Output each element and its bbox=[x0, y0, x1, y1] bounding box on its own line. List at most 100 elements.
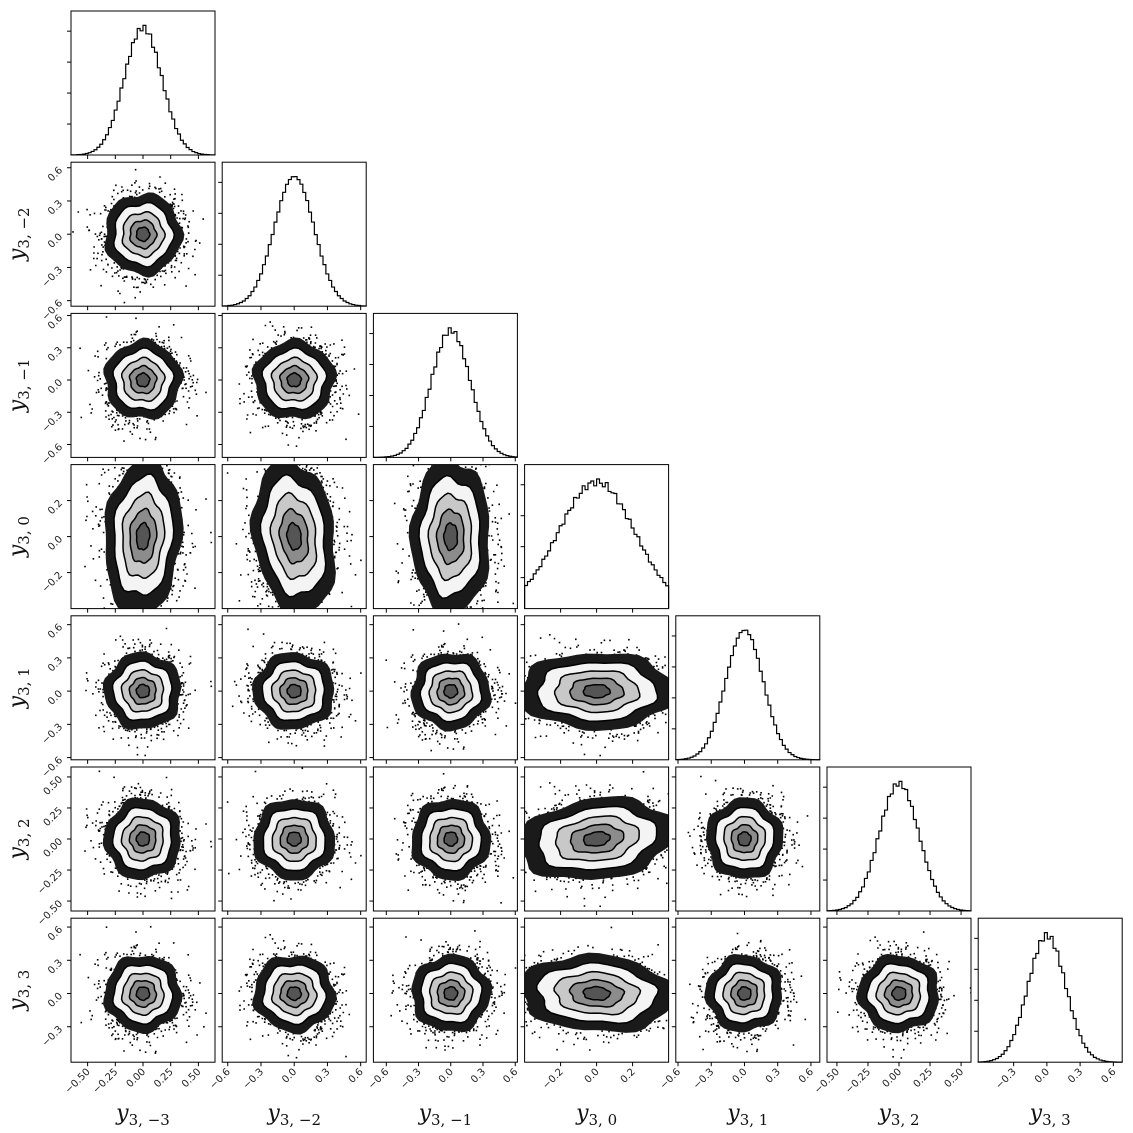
contour-level-4 bbox=[892, 987, 906, 1001]
x-tick-label: −0.25 bbox=[91, 1067, 120, 1096]
density-panel-1-0 bbox=[71, 162, 215, 316]
y-tick-label: −0.25 bbox=[36, 867, 65, 896]
y-tick-label: 0.6 bbox=[46, 924, 65, 943]
x-tick-label: 0.0 bbox=[280, 1067, 299, 1086]
x-tick-label: −0.6 bbox=[658, 1067, 683, 1092]
y-axis-label: y3, 3 bbox=[5, 970, 33, 1012]
y-axis-label: y3, 1 bbox=[5, 667, 33, 709]
x-tick-label: 0.0 bbox=[1033, 1067, 1052, 1086]
y-tick-label: −0.3 bbox=[40, 265, 65, 290]
x-tick-label: 0.6 bbox=[501, 1067, 520, 1086]
y-tick-label: −0.3 bbox=[40, 410, 65, 435]
y-tick-label: 0.0 bbox=[46, 232, 65, 251]
x-tick-label: −0.25 bbox=[844, 1067, 873, 1096]
x-tick-label: 0.0 bbox=[583, 1067, 602, 1086]
histogram-panel-1 bbox=[218, 162, 366, 306]
x-axis-label: y3, 1 bbox=[726, 1101, 768, 1129]
x-axis-label: y3, 3 bbox=[1029, 1101, 1071, 1129]
density-panel-6-4 bbox=[676, 918, 827, 1062]
x-tick-label: −0.3 bbox=[241, 1067, 266, 1092]
y-tick-label: 0.3 bbox=[46, 198, 65, 217]
y-tick-label: 0.6 bbox=[46, 165, 65, 184]
density-panel-4-2 bbox=[373, 616, 517, 760]
x-tick-label: 0.00 bbox=[881, 1067, 905, 1091]
y-axis-label: y3, 2 bbox=[5, 818, 33, 860]
x-tick-label: 0.3 bbox=[469, 1067, 488, 1086]
y-tick-label: 0.2 bbox=[46, 498, 65, 517]
y-tick-label: −0.3 bbox=[40, 722, 65, 747]
histogram-panel-4 bbox=[672, 616, 820, 760]
x-axis-6: −0.3 0.0 0.3 0.6 y3, 3 bbox=[994, 1062, 1119, 1129]
x-tick-label: 0.3 bbox=[314, 1067, 333, 1086]
contour-level-4 bbox=[287, 373, 302, 387]
y-axis-label: y3, −1 bbox=[5, 359, 33, 414]
y-tick-label: 0.6 bbox=[46, 622, 65, 641]
density-panel-4-1 bbox=[222, 613, 366, 760]
x-tick-label: −0.3 bbox=[691, 1067, 716, 1092]
y-tick-label: 0.25 bbox=[42, 805, 66, 829]
histogram-panel-5 bbox=[823, 767, 971, 911]
x-tick-label: −0.2 bbox=[541, 1067, 566, 1092]
x-tick-label: 0.25 bbox=[912, 1067, 936, 1091]
x-tick-label: −0.3 bbox=[399, 1067, 424, 1092]
y-tick-label: −0.3 bbox=[40, 1024, 65, 1049]
x-tick-label: 0.3 bbox=[764, 1067, 783, 1086]
density-panel-5-2 bbox=[373, 767, 535, 911]
x-tick-label: −0.6 bbox=[366, 1067, 391, 1092]
x-tick-label: −0.50 bbox=[813, 1067, 842, 1096]
density-panel-2-0 bbox=[71, 310, 215, 457]
x-tick-label: −0.6 bbox=[208, 1067, 233, 1092]
y-tick-label: −0.6 bbox=[40, 442, 65, 467]
panel-frame bbox=[676, 616, 820, 760]
x-tick-label: 0.0 bbox=[437, 1067, 456, 1086]
x-tick-label: 0.25 bbox=[152, 1067, 176, 1091]
x-axis-label: y3, −1 bbox=[418, 1101, 473, 1129]
x-tick-label: 0.2 bbox=[619, 1067, 638, 1086]
x-axis-1: −0.6 −0.3 0.0 0.3 0.6 y3, −2 bbox=[208, 1062, 366, 1129]
x-tick-label: −0.50 bbox=[63, 1067, 92, 1096]
y-tick-label: −0.2 bbox=[40, 570, 65, 595]
y-tick-label: 0.3 bbox=[46, 345, 65, 364]
histogram-panel-6 bbox=[974, 918, 1122, 1062]
density-panel-6-0 bbox=[71, 918, 215, 1062]
density-panel-6-2 bbox=[373, 911, 521, 1062]
x-tick-label: 0.50 bbox=[943, 1067, 967, 1091]
panel-frame bbox=[71, 11, 215, 155]
x-tick-label: 0.50 bbox=[180, 1067, 204, 1091]
x-tick-label: 0.3 bbox=[1066, 1067, 1085, 1086]
contour-level-4 bbox=[136, 987, 150, 1000]
x-axis-4: −0.6 −0.3 0.0 0.3 0.6 y3, 1 bbox=[658, 1062, 816, 1129]
panel-frame bbox=[827, 767, 971, 911]
x-axis-3: −0.2 0.0 0.2y3, 0 bbox=[541, 1062, 638, 1129]
y-tick-label: 0.3 bbox=[46, 655, 65, 674]
y-tick-label: 0.3 bbox=[46, 958, 65, 977]
y-tick-label: 0.0 bbox=[46, 534, 65, 553]
x-tick-label: 0.6 bbox=[347, 1067, 366, 1086]
histogram-panel-0 bbox=[67, 11, 215, 155]
y-axis-label: y3, −2 bbox=[5, 207, 33, 262]
y-tick-label: 0.00 bbox=[42, 836, 66, 860]
x-tick-label: −0.3 bbox=[994, 1067, 1019, 1092]
contour-level-4 bbox=[136, 227, 150, 242]
density-panel-5-0 bbox=[71, 759, 215, 911]
x-tick-label: 0.6 bbox=[797, 1067, 816, 1086]
panel-frame bbox=[222, 162, 366, 306]
x-axis-0: −0.50−0.25 0.00 0.25 0.50 y3, −3 bbox=[63, 1062, 203, 1129]
density-panel-6-5 bbox=[827, 918, 972, 1062]
x-tick-label: 0.6 bbox=[1099, 1067, 1118, 1086]
x-tick-label: 0.0 bbox=[731, 1067, 750, 1086]
density-panel-2-1 bbox=[222, 313, 381, 457]
x-axis-label: y3, 0 bbox=[575, 1101, 617, 1129]
density-panel-5-4 bbox=[676, 754, 820, 911]
panel-frame bbox=[978, 918, 1122, 1062]
y-tick-label: 0.0 bbox=[46, 991, 65, 1010]
histogram-panel-3 bbox=[521, 465, 669, 609]
x-axis-label: y3, −2 bbox=[266, 1101, 321, 1129]
contour-level-4 bbox=[738, 832, 751, 846]
x-axis-2: −0.6 −0.3 0.0 0.3 0.6 y3, −1 bbox=[366, 1062, 520, 1129]
density-panel-4-0 bbox=[71, 616, 215, 760]
density-panel-6-1 bbox=[222, 918, 381, 1062]
x-axis-label: y3, 2 bbox=[877, 1101, 919, 1129]
x-axis-5: −0.50 −0.25 0.00 0.25 0.50 y3, 2 bbox=[813, 1062, 967, 1129]
